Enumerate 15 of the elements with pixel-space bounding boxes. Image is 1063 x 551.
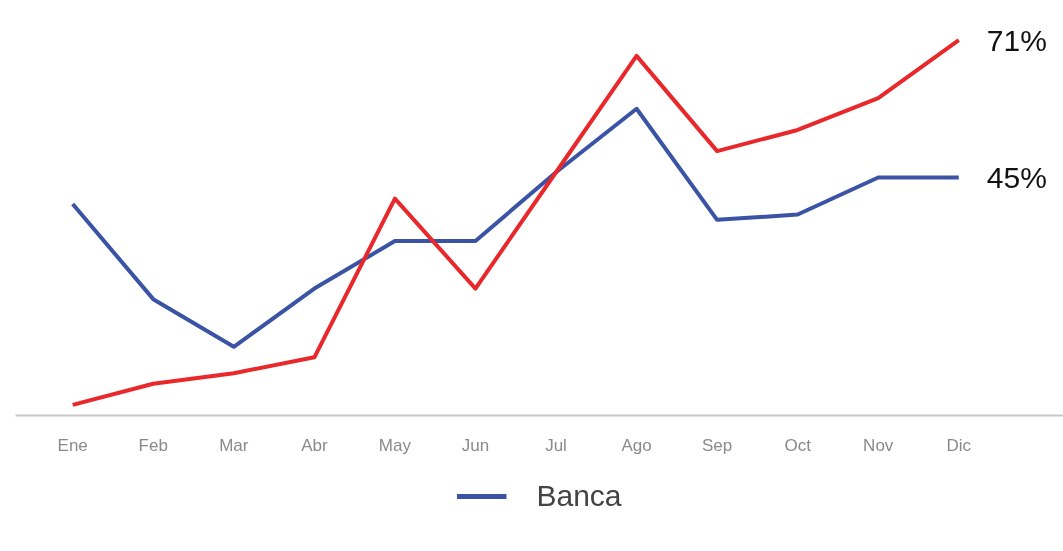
x-tick-label: May: [378, 435, 412, 455]
x-tick-label: Mar: [219, 435, 249, 455]
data-label: 71%: [986, 23, 1047, 57]
x-tick-label: Nov: [863, 435, 894, 455]
x-tick-label: Jul: [545, 435, 567, 455]
x-tick-label: Dic: [946, 435, 972, 455]
x-tick-label: Sep: [702, 435, 733, 455]
legend-label: Banca: [536, 479, 622, 513]
data-label: 45%: [986, 161, 1047, 195]
x-tick-label: Ene: [57, 435, 88, 455]
x-tick-label: Ago: [621, 435, 652, 455]
x-tick-label: Abr: [301, 435, 328, 455]
x-tick-label: Oct: [784, 435, 812, 455]
x-tick-label: Jun: [461, 435, 490, 455]
x-tick-label: Feb: [138, 435, 168, 455]
